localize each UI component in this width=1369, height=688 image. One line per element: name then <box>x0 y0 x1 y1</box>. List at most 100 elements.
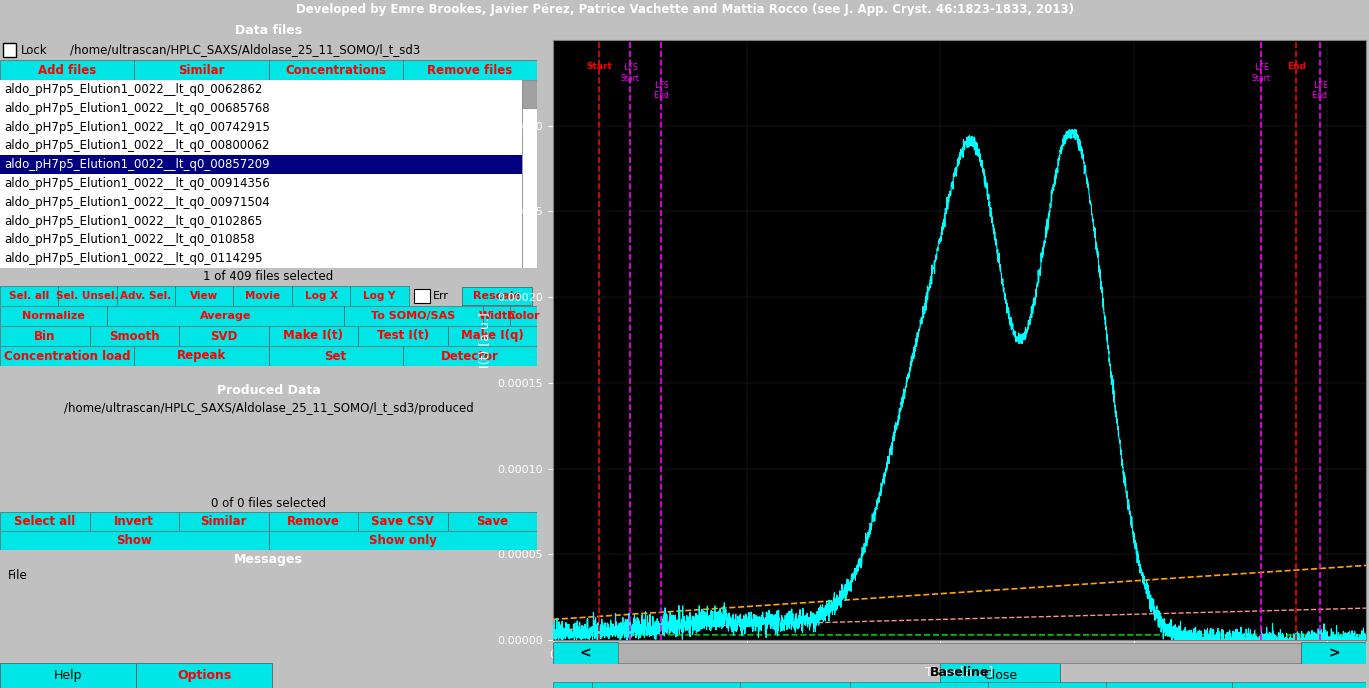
Bar <box>941 663 1060 688</box>
Bar <box>850 682 988 688</box>
X-axis label: Time [a.u.]: Time [a.u.] <box>925 665 994 678</box>
Bar <box>0 286 59 306</box>
Text: Make I(t): Make I(t) <box>283 330 344 343</box>
Bar <box>511 306 537 326</box>
Text: Concentration load: Concentration load <box>4 350 130 363</box>
Text: Sel. Unsel.: Sel. Unsel. <box>56 291 119 301</box>
Bar <box>591 682 741 688</box>
Bar <box>0 512 89 531</box>
Text: Remove files: Remove files <box>427 63 512 76</box>
Text: Normalize: Normalize <box>22 311 85 321</box>
Bar <box>553 682 591 688</box>
Text: Save: Save <box>476 515 508 528</box>
Text: aldo_pH7p5_Elution1_0022__lt_q0_0062862: aldo_pH7p5_Elution1_0022__lt_q0_0062862 <box>4 83 263 96</box>
Bar <box>234 286 292 306</box>
Text: Remove: Remove <box>287 515 340 528</box>
Text: aldo_pH7p5_Elution1_0022__lt_q0_0114295: aldo_pH7p5_Elution1_0022__lt_q0_0114295 <box>4 252 263 265</box>
Text: Rescale: Rescale <box>472 291 520 301</box>
Bar <box>59 286 116 306</box>
Text: /home/ultrascan/HPLC_SAXS/Aldolase_25_11_SOMO/l_t_sd3/produced: /home/ultrascan/HPLC_SAXS/Aldolase_25_11… <box>63 402 474 415</box>
Text: aldo_pH7p5_Elution1_0022__lt_q0_010858: aldo_pH7p5_Elution1_0022__lt_q0_010858 <box>4 233 255 246</box>
Text: Developed by Emre Brookes, Javier Pérez, Patrice Vachette and Mattia Rocco (see : Developed by Emre Brookes, Javier Pérez,… <box>296 3 1073 17</box>
Bar <box>268 60 402 80</box>
Text: File: File <box>8 569 27 582</box>
Bar <box>268 512 359 531</box>
Text: ·LFS
Start: ·LFS Start <box>622 63 639 83</box>
Text: View: View <box>190 291 219 301</box>
Text: 1 of 409 files selected: 1 of 409 files selected <box>204 270 334 283</box>
Bar <box>175 286 234 306</box>
Bar <box>292 286 350 306</box>
Text: End: End <box>1287 62 1306 71</box>
Bar <box>1301 642 1366 664</box>
Bar <box>0 174 522 193</box>
Bar <box>344 306 483 326</box>
Bar <box>3 43 16 57</box>
Bar <box>0 230 522 249</box>
Text: Lock: Lock <box>21 43 47 56</box>
Bar <box>0 118 522 136</box>
Text: Detector: Detector <box>441 350 498 363</box>
Text: aldo_pH7p5_Elution1_0022__lt_q0_00800062: aldo_pH7p5_Elution1_0022__lt_q0_00800062 <box>4 139 270 152</box>
Bar <box>448 512 537 531</box>
Text: <: < <box>579 646 591 660</box>
Bar <box>0 99 522 118</box>
Text: Select all: Select all <box>14 515 75 528</box>
Text: Adv. Sel.: Adv. Sel. <box>120 291 171 301</box>
Text: Repeak: Repeak <box>177 350 226 363</box>
Text: Bin: Bin <box>34 330 55 343</box>
Text: 0 of 0 files selected: 0 of 0 files selected <box>211 497 326 510</box>
Text: aldo_pH7p5_Elution1_0022__lt_q0_00971504: aldo_pH7p5_Elution1_0022__lt_q0_00971504 <box>4 195 270 208</box>
Text: Produced Data: Produced Data <box>216 384 320 397</box>
Text: To SOMO/SAS: To SOMO/SAS <box>371 311 456 321</box>
Text: Start: Start <box>586 62 612 71</box>
Bar <box>179 512 268 531</box>
Text: aldo_pH7p5_Elution1_0022__lt_q0_00742915: aldo_pH7p5_Elution1_0022__lt_q0_00742915 <box>4 120 270 133</box>
Text: aldo_pH7p5_Elution1_0022__lt_q0_00685768: aldo_pH7p5_Elution1_0022__lt_q0_00685768 <box>4 102 270 115</box>
Text: aldo_pH7p5_Elution1_0022__lt_q0_0102865: aldo_pH7p5_Elution1_0022__lt_q0_0102865 <box>4 215 263 228</box>
Bar <box>461 287 531 305</box>
Text: ·LFS
·End·: ·LFS ·End· <box>652 80 671 100</box>
Text: Log Y: Log Y <box>363 291 396 301</box>
Bar <box>402 60 537 80</box>
Text: Messages: Messages <box>234 552 303 566</box>
Text: Similar: Similar <box>178 63 225 76</box>
Bar <box>448 326 537 346</box>
Text: aldo_pH7p5_Elution1_0022__lt_q0_00914356: aldo_pH7p5_Elution1_0022__lt_q0_00914356 <box>4 177 270 190</box>
Bar <box>617 643 1301 663</box>
Text: Invert: Invert <box>115 515 155 528</box>
Text: Concentrations: Concentrations <box>285 63 386 76</box>
Bar <box>0 531 268 550</box>
Text: Data files: Data files <box>235 23 303 36</box>
Bar <box>268 346 402 366</box>
Text: Close: Close <box>983 669 1017 682</box>
Text: Make I(q): Make I(q) <box>461 330 523 343</box>
Bar <box>0 249 522 268</box>
Bar <box>0 346 134 366</box>
Text: ·LFE
·End·: ·LFE ·End· <box>1310 80 1329 100</box>
Bar <box>0 212 522 230</box>
Text: SVD: SVD <box>209 330 237 343</box>
Text: Movie: Movie <box>245 291 281 301</box>
Bar <box>107 306 344 326</box>
Bar <box>413 289 430 303</box>
Text: Sel. all: Sel. all <box>10 291 49 301</box>
Text: Test I(t): Test I(t) <box>376 330 428 343</box>
Bar <box>0 663 136 688</box>
Text: Options: Options <box>177 669 231 682</box>
Bar <box>136 663 272 688</box>
Text: Err: Err <box>433 291 449 301</box>
Text: Save CSV: Save CSV <box>371 515 434 528</box>
Bar <box>116 286 175 306</box>
Bar <box>0 306 107 326</box>
Text: ·LFE
Start: ·LFE Start <box>1253 63 1270 83</box>
Bar <box>268 326 359 346</box>
Bar <box>134 346 268 366</box>
Bar <box>134 60 268 80</box>
Text: Show only: Show only <box>368 534 437 547</box>
Bar <box>0 80 522 99</box>
Bar <box>553 642 617 664</box>
Text: Width: Width <box>478 311 515 321</box>
Bar <box>0 193 522 212</box>
Bar <box>0 326 89 346</box>
